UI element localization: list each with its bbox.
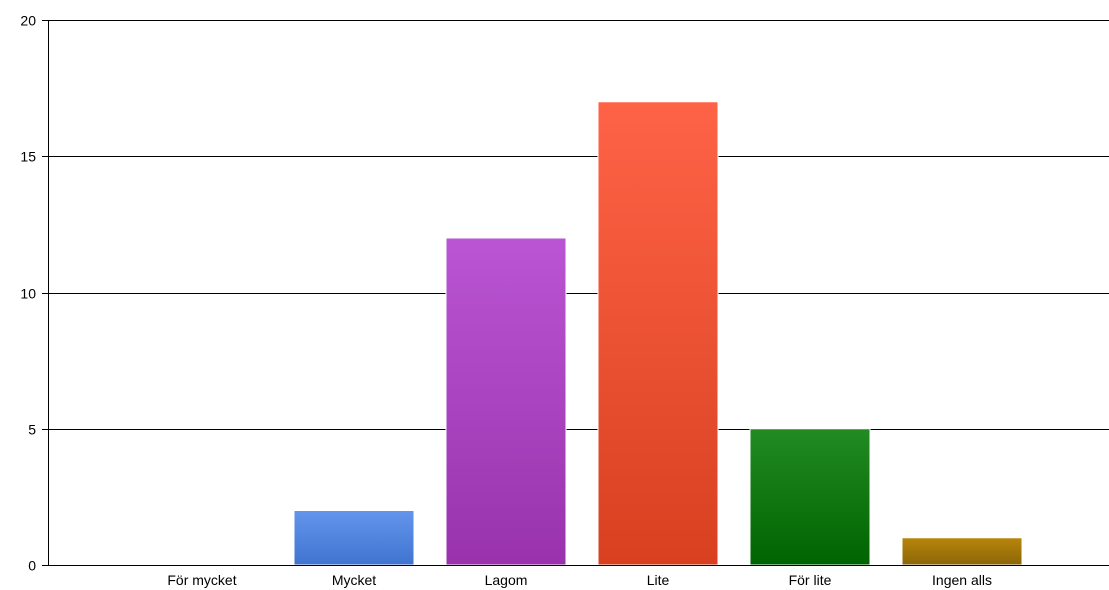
- bar-3: [597, 101, 719, 566]
- bar-4: [749, 428, 871, 566]
- y-tick-labels: 0 5 10 15 20: [20, 13, 36, 574]
- x-tick-labels: För mycket Mycket Lagom Lite För lite Ingen a…: [167, 572, 992, 588]
- gridlines: [48, 20, 1109, 430]
- y-tick-label: 5: [28, 422, 36, 438]
- x-tick-label: Mycket: [332, 572, 376, 588]
- x-tick-label: Ingen alls: [932, 572, 992, 588]
- x-tick-label: Lagom: [485, 572, 528, 588]
- y-tick-label: 20: [20, 13, 36, 29]
- bar-1: [293, 510, 415, 566]
- x-tick-label: Lite: [647, 572, 670, 588]
- y-tick-label: 15: [20, 149, 36, 165]
- y-tick-label: 0: [28, 558, 36, 574]
- x-tick-label: För lite: [789, 572, 832, 588]
- bar-2: [445, 237, 567, 566]
- x-tick-label: För mycket: [167, 572, 236, 588]
- bar-5: [901, 537, 1023, 566]
- y-tick-label: 10: [20, 286, 36, 302]
- axes: [42, 20, 1109, 566]
- bars: [293, 101, 1023, 566]
